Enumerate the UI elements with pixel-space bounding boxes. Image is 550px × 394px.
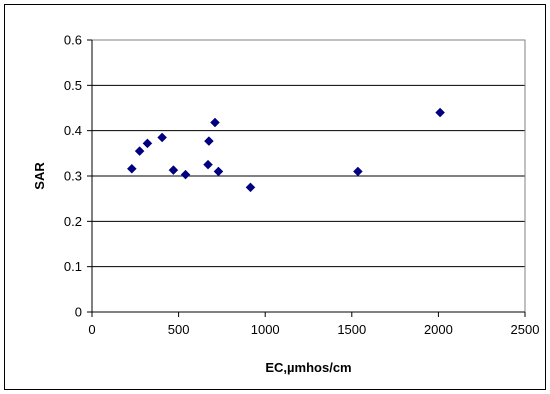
data-point-5 <box>180 169 191 180</box>
x-tick-label-0: 0 <box>88 322 95 337</box>
data-point-9 <box>213 166 224 177</box>
x-tick-label-3: 1500 <box>337 322 366 337</box>
data-point-8 <box>210 117 220 128</box>
x-tick-label-4: 2000 <box>424 322 453 337</box>
data-point-11 <box>353 166 363 177</box>
y-tick-label-1: 0.1 <box>64 259 82 274</box>
data-point-2 <box>142 138 153 149</box>
y-axis-title: SAR <box>32 162 47 190</box>
chart-frame <box>4 4 546 390</box>
data-point-3 <box>157 132 167 143</box>
grid-lines <box>92 39 525 268</box>
y-tick-label-5: 0.5 <box>64 78 82 93</box>
data-point-4 <box>168 165 179 175</box>
data-point-12 <box>435 107 445 118</box>
x-axis-title: EC,µmhos/cm <box>265 360 351 375</box>
y-tick-label-4: 0.4 <box>64 123 82 138</box>
y-tick-label-3: 0.3 <box>64 169 82 184</box>
x-tick-label-1: 500 <box>168 322 190 337</box>
y-tick-label-2: 0.2 <box>64 214 82 229</box>
data-point-6 <box>203 159 213 170</box>
x-tick-label-2: 1000 <box>251 322 280 337</box>
data-point-1 <box>134 146 145 156</box>
data-point-7 <box>204 136 214 146</box>
y-tick-labels: 0 0.1 0.2 0.3 0.4 0.5 0.6 <box>64 33 82 320</box>
axes <box>87 39 526 317</box>
data-points <box>126 107 445 193</box>
y-tick-label-0: 0 <box>75 305 82 320</box>
data-point-10 <box>245 182 256 193</box>
x-tick-labels: 0 500 1000 1500 2000 2500 <box>88 322 539 337</box>
x-tick-label-5: 2500 <box>511 322 540 337</box>
y-tick-label-6: 0.6 <box>64 33 82 48</box>
data-point-0 <box>126 163 137 174</box>
